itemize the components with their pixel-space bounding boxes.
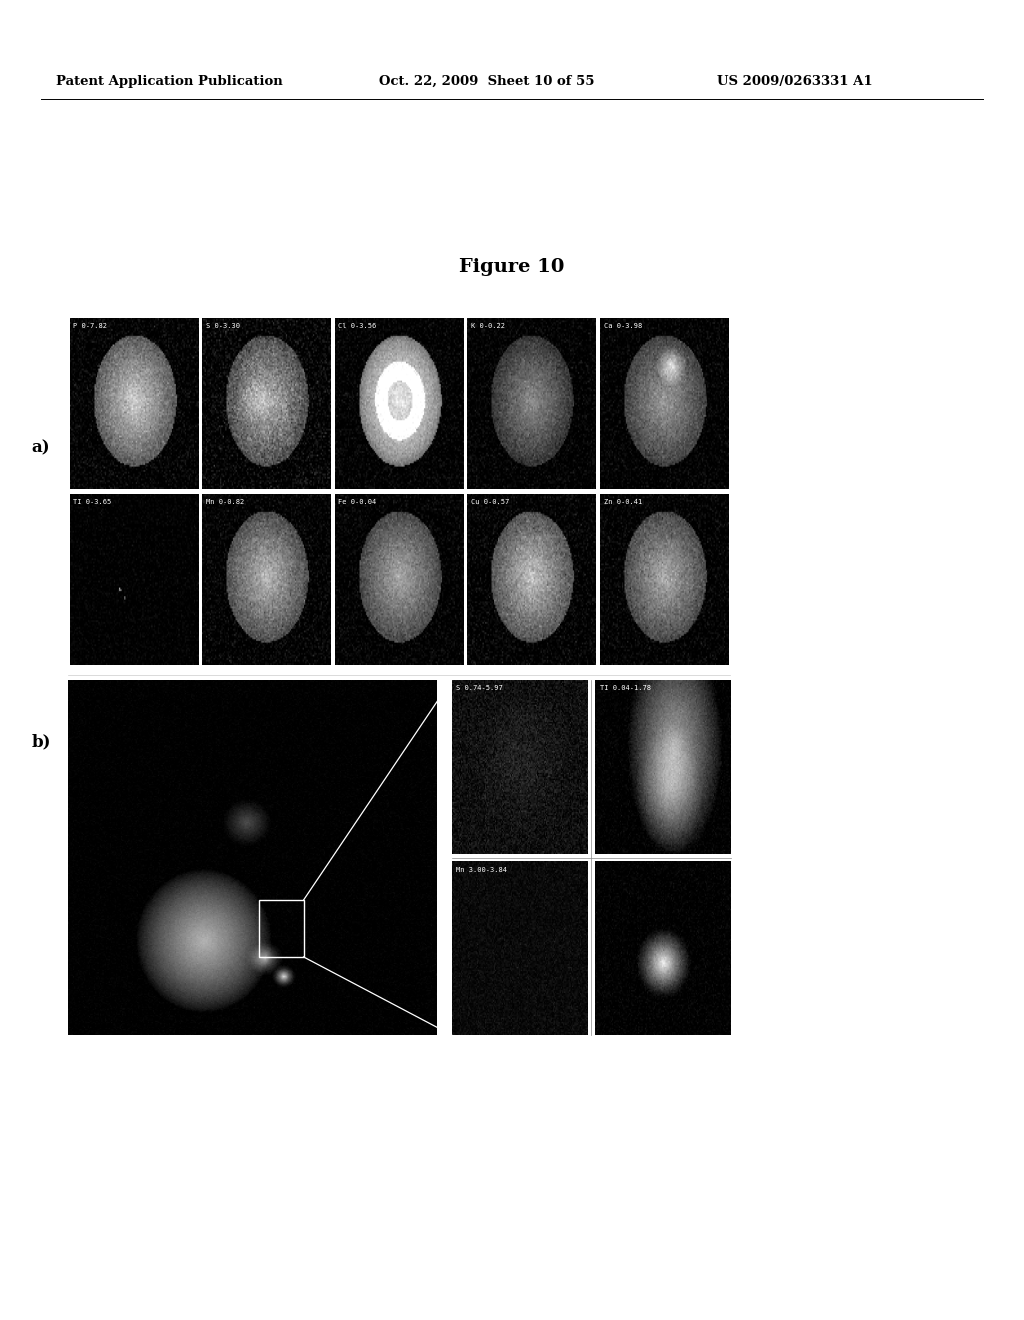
Text: TI 0-3.65: TI 0-3.65 <box>74 499 112 506</box>
Text: b): b) <box>31 734 51 751</box>
Text: Figure 10: Figure 10 <box>460 257 564 276</box>
Text: K 0-0.22: K 0-0.22 <box>471 323 505 329</box>
Text: S 0-3.30: S 0-3.30 <box>206 323 240 329</box>
Text: US 2009/0263331 A1: US 2009/0263331 A1 <box>717 75 872 88</box>
Text: S 0.74-5.97: S 0.74-5.97 <box>456 685 503 692</box>
Text: Fe 0-0.04: Fe 0-0.04 <box>339 499 377 506</box>
Text: P 0-7.82: P 0-7.82 <box>74 323 108 329</box>
Text: Ca 0-3.98: Ca 0-3.98 <box>603 323 642 329</box>
Text: TI 0.04-1.78: TI 0.04-1.78 <box>599 685 650 692</box>
Text: Cl 0-3.56: Cl 0-3.56 <box>339 323 377 329</box>
Text: a): a) <box>32 440 50 455</box>
Text: Oct. 22, 2009  Sheet 10 of 55: Oct. 22, 2009 Sheet 10 of 55 <box>379 75 594 88</box>
Text: Mn 3.00-3.84: Mn 3.00-3.84 <box>456 867 507 873</box>
Text: Patent Application Publication: Patent Application Publication <box>56 75 283 88</box>
Text: Mn 0-0.82: Mn 0-0.82 <box>206 499 245 506</box>
Text: Cu 0-0.57: Cu 0-0.57 <box>471 499 509 506</box>
Text: Zn 0-0.41: Zn 0-0.41 <box>603 499 642 506</box>
Bar <box>259 900 303 957</box>
